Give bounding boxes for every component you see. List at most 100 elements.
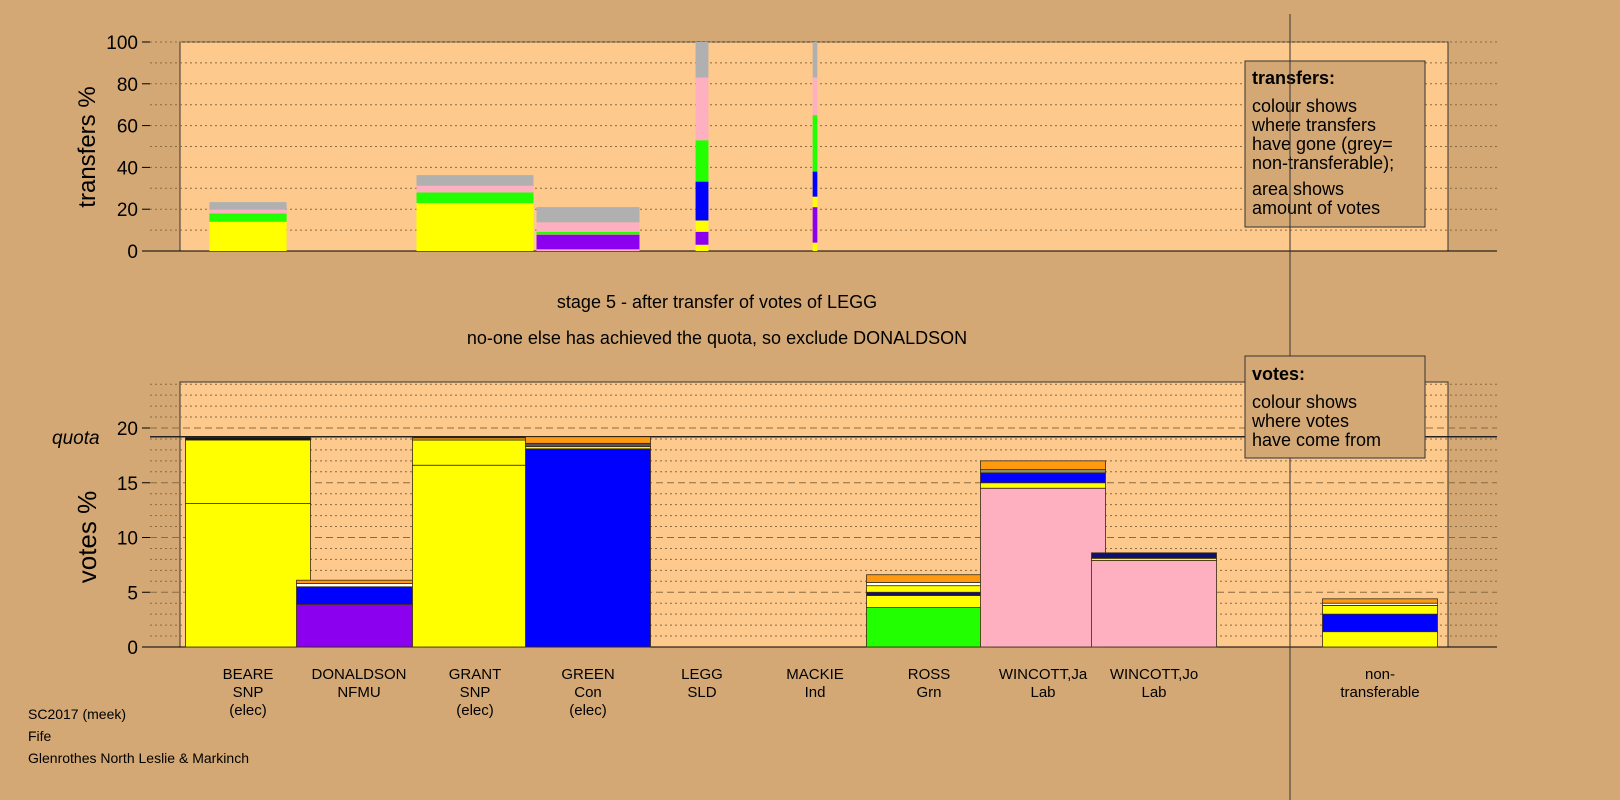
candidate-name: DONALDSON	[311, 666, 406, 683]
candidate-party: SLD	[687, 684, 716, 701]
top-y-tick-label: 60	[117, 117, 138, 138]
candidate-party: Con	[574, 684, 602, 701]
candidate-party: Grn	[916, 684, 941, 701]
bottom-y-tick-label: 15	[117, 474, 138, 495]
vote-segment	[866, 591, 992, 596]
transfer-segment-legg	[695, 220, 709, 232]
vote-segment	[980, 460, 1106, 471]
candidate-party: Ind	[805, 684, 826, 701]
vote-bar-non	[1322, 598, 1438, 648]
transfer-segment-grant	[416, 175, 534, 186]
transfer-segment-grant	[416, 203, 534, 251]
transfers-legend-line: where transfers	[1251, 115, 1376, 135]
quota-label: quota	[52, 428, 100, 449]
transfer-segment-mackie	[812, 42, 818, 78]
vote-segment	[1322, 598, 1438, 604]
bottom-y-tick-label: 5	[127, 583, 138, 604]
vote-segment	[1322, 604, 1438, 615]
transfers-legend-line: non-transferable);	[1252, 153, 1394, 173]
transfer-segment-beare	[209, 209, 287, 214]
vote-bar-green	[525, 436, 651, 648]
candidate-party: SNP	[460, 684, 491, 701]
vote-bar-beare	[185, 437, 311, 648]
candidate-party: Lab	[1030, 684, 1055, 701]
transfers-legend-title: transfers:	[1252, 68, 1335, 88]
votes-legend-line: colour shows	[1252, 392, 1357, 412]
vote-segment	[296, 579, 422, 584]
candidate-party: transferable	[1340, 684, 1419, 701]
candidate-party: SNP	[233, 684, 264, 701]
candidate-name: GRANT	[449, 666, 502, 683]
vote-segment	[866, 574, 992, 583]
transfer-segment-green	[536, 249, 640, 251]
transfer-segment-legg	[695, 77, 709, 141]
candidate-name: GREEN	[561, 666, 614, 683]
vote-segment	[866, 607, 992, 648]
candidate-name: WINCOTT,Ja	[999, 666, 1088, 683]
vote-segment	[525, 436, 651, 444]
candidate-status: (elec)	[569, 702, 607, 719]
votes-legend-title: votes:	[1252, 364, 1305, 384]
bottom-y-axis-label: votes %	[72, 491, 102, 584]
vote-segment	[185, 437, 311, 441]
transfer-segment-green	[536, 234, 640, 250]
bottom-y-tick-label: 0	[127, 638, 138, 659]
votes-legend-line: have come from	[1252, 430, 1381, 450]
vote-segment	[980, 482, 1106, 489]
vote-segment	[866, 595, 992, 608]
transfer-segment-legg	[695, 42, 709, 78]
bottom-y-tick-label: 20	[117, 419, 138, 440]
transfer-segment-mackie	[812, 242, 818, 251]
transfer-segment-legg	[695, 231, 709, 245]
transfer-segment-beare	[209, 221, 287, 251]
candidate-party: Lab	[1141, 684, 1166, 701]
transfer-segment-mackie	[812, 77, 818, 116]
vote-segment	[296, 586, 422, 605]
footer-council: Fife	[28, 728, 52, 744]
vote-segment	[296, 583, 422, 588]
top-y-axis-label: transfers %	[74, 86, 101, 207]
vote-segment	[980, 469, 1106, 474]
vote-segment	[525, 448, 651, 648]
vote-segment	[866, 585, 992, 593]
transfer-segment-green	[536, 231, 640, 235]
candidate-status: (elec)	[229, 702, 267, 719]
candidate-name: non-	[1365, 666, 1395, 683]
transfer-segment-mackie	[812, 115, 818, 172]
transfer-segment-legg	[695, 181, 709, 221]
vote-segment	[1091, 552, 1217, 559]
vote-segment	[412, 439, 538, 466]
transfers-legend-box	[1244, 60, 1426, 228]
top-y-tick-label: 100	[106, 33, 138, 54]
candidate-name: MACKIE	[786, 666, 844, 683]
vote-segment	[1322, 613, 1438, 633]
vote-segment	[412, 437, 538, 441]
transfer-segment-green	[536, 207, 640, 223]
transfer-segment-mackie	[812, 171, 818, 197]
stage-title: stage 5 - after transfer of votes of LEG…	[557, 292, 877, 312]
transfers-legend-line: colour shows	[1252, 96, 1357, 116]
top-y-tick-label: 80	[117, 75, 138, 96]
candidate-name: BEARE	[223, 666, 274, 683]
vote-segment	[185, 439, 311, 504]
transfer-segment-beare	[209, 213, 287, 222]
candidate-status: (elec)	[456, 702, 494, 719]
transfer-segment-grant	[416, 192, 534, 204]
top-y-tick-label: 20	[117, 200, 138, 221]
vote-segment	[1322, 631, 1438, 648]
vote-segment	[1091, 560, 1217, 648]
vote-segment	[412, 464, 538, 648]
footer-ward: Glenrothes North Leslie & Markinch	[28, 750, 249, 766]
candidate-name: ROSS	[908, 666, 951, 683]
vote-segment	[296, 603, 422, 648]
transfer-segment-mackie	[812, 207, 818, 243]
stage-subtitle: no-one else has achieved the quota, so e…	[467, 328, 967, 348]
vote-bar-wincottjo	[1091, 552, 1217, 648]
bottom-y-tick-label: 10	[117, 529, 138, 550]
top-y-tick-label: 40	[117, 158, 138, 179]
top-y-tick-label: 0	[127, 242, 138, 263]
vote-bar-ross	[866, 574, 992, 648]
